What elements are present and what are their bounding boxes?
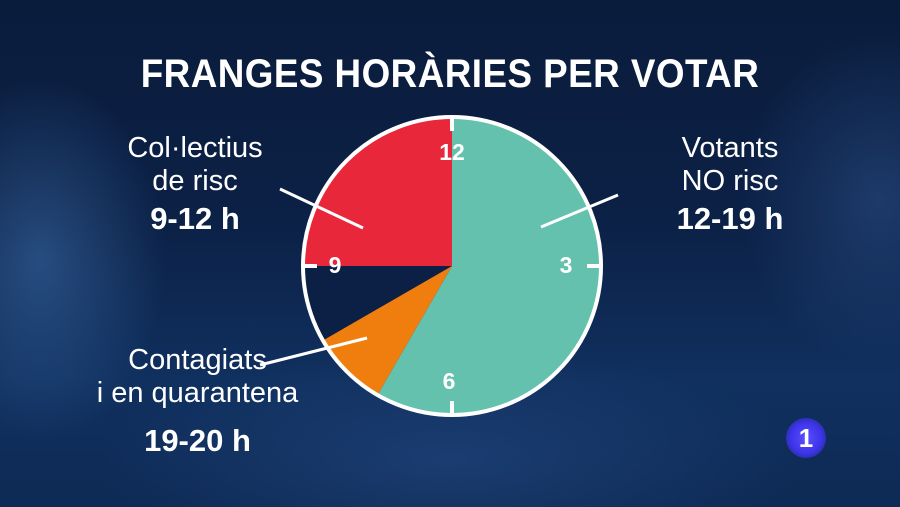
risk-desc-line2: de risc xyxy=(152,165,238,197)
contagious-hours: 19-20 h xyxy=(144,423,251,458)
slice-risk xyxy=(304,118,452,266)
slice-empty xyxy=(304,266,452,340)
slice-no-risk xyxy=(378,118,600,414)
tick-label-3: 3 xyxy=(560,252,573,278)
tick-label-6: 6 xyxy=(443,368,456,394)
no-risk-desc-line1: Votants xyxy=(681,132,779,164)
contagious-desc-line1: Contagiats xyxy=(128,344,267,376)
chart-title: FRANGES HORÀRIES PER VOTAR xyxy=(140,52,760,96)
slice-contagious xyxy=(323,266,452,395)
risk-desc-line1: Col·lectius xyxy=(127,132,263,164)
label-contagious: Contagiats i en quarantena 19-20 h xyxy=(90,344,305,457)
clock-tick-marks xyxy=(303,117,601,415)
no-risk-hours: 12-19 h xyxy=(676,201,784,236)
risk-hours: 9-12 h xyxy=(150,201,240,236)
tick-label-9: 9 xyxy=(329,252,342,278)
leader-lines xyxy=(259,187,619,367)
no-risk-desc-line2: NO risc xyxy=(681,165,779,197)
label-no-risk-voters: Votants NO risc 12-19 h xyxy=(640,132,820,235)
label-risk-group: Col·lectius de risc 9-12 h xyxy=(95,132,295,235)
channel-logo: 1 xyxy=(786,418,826,458)
contagious-desc-line2: i en quarantena xyxy=(96,377,299,409)
tick-label-12: 12 xyxy=(439,139,465,165)
